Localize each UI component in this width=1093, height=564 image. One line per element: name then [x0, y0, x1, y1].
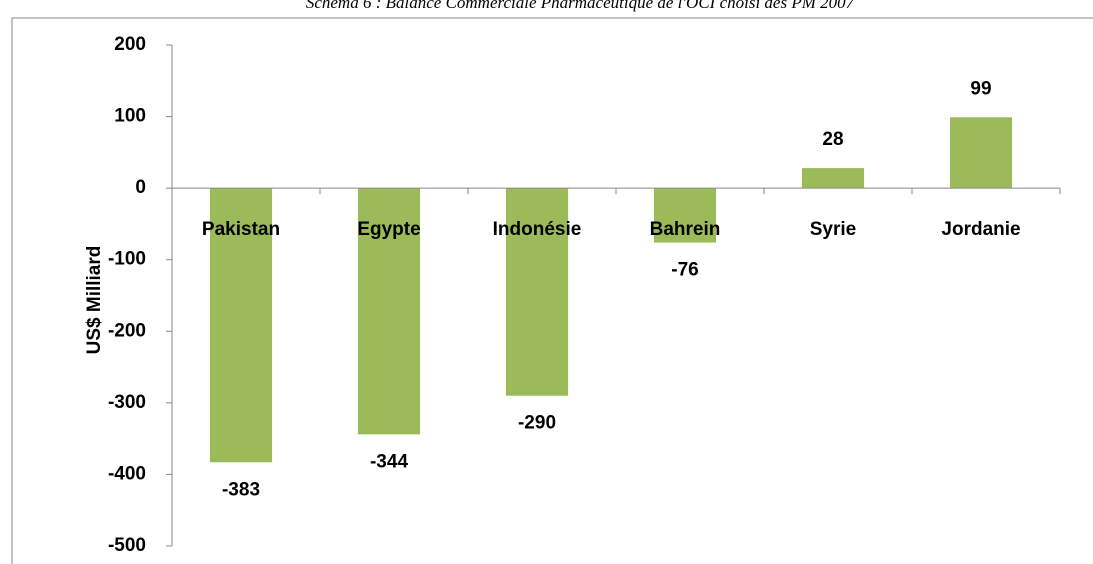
value-label: -76: [671, 260, 698, 281]
y-tick-label: 100: [114, 106, 146, 127]
x-tick-label: Bahrein: [650, 219, 721, 240]
y-tick-label: -400: [108, 463, 146, 484]
chart-title: Schéma 6 : Balance Commerciale Pharmaceu…: [306, 0, 856, 12]
bar: [505, 188, 569, 396]
bar: [209, 188, 273, 463]
x-tick-label: Egypte: [357, 219, 420, 240]
x-tick-label: Jordanie: [941, 219, 1020, 240]
y-tick-label: -200: [108, 320, 146, 341]
value-label: -344: [370, 451, 408, 472]
y-tick-label: 0: [135, 177, 146, 198]
value-label: -383: [222, 479, 260, 500]
bar: [653, 188, 717, 243]
x-tick-label: Pakistan: [202, 219, 280, 240]
bar: [801, 168, 865, 189]
x-tick-label: Indonésie: [493, 219, 582, 240]
bar: [357, 188, 421, 435]
y-tick-label: 200: [114, 34, 146, 55]
bar: [949, 117, 1013, 189]
y-tick-label: -300: [108, 392, 146, 413]
chart-frame: [11, 17, 1093, 564]
value-label: 28: [822, 129, 843, 150]
value-label: -290: [518, 413, 556, 434]
value-label: 99: [970, 78, 991, 99]
y-tick-label: -100: [108, 249, 146, 270]
x-tick-label: Syrie: [810, 219, 856, 240]
y-axis-title: US$ Milliard: [84, 246, 105, 355]
y-tick-label: -500: [108, 535, 146, 556]
